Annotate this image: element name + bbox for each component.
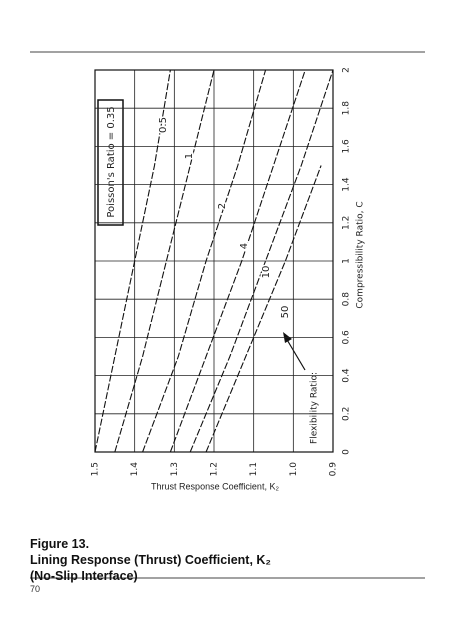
curve bbox=[205, 165, 322, 453]
curve bbox=[114, 69, 215, 453]
figure-caption: Lining Response (Thrust) Coefficient, K₂ bbox=[30, 553, 271, 567]
y-tick-label: 1.0 bbox=[289, 462, 299, 477]
x-tick-label: 0 bbox=[342, 449, 352, 455]
y-tick-label: 1.4 bbox=[130, 462, 140, 477]
series-label: 10 bbox=[261, 266, 272, 279]
x-tick-label: 1.2 bbox=[342, 216, 352, 230]
y-tick-label: 0.9 bbox=[329, 462, 339, 477]
arrow bbox=[285, 337, 306, 371]
legend-title: Flexibility Ratio: bbox=[310, 372, 320, 444]
annotation-box bbox=[97, 99, 124, 226]
curve bbox=[94, 69, 171, 453]
x-tick-label: 2 bbox=[342, 67, 352, 73]
y-tick-label: 1.1 bbox=[249, 462, 259, 476]
figure-caption: (No-Slip Interface) bbox=[30, 569, 138, 583]
x-tick-label: 0.6 bbox=[342, 330, 352, 345]
curve bbox=[142, 69, 267, 453]
x-tick-label: 1.4 bbox=[342, 177, 352, 192]
x-tick-label: 1.6 bbox=[342, 139, 352, 154]
x-tick-label: 0.4 bbox=[342, 368, 352, 383]
x-tick-label: 0.8 bbox=[342, 292, 352, 307]
page-number: 70 bbox=[30, 584, 41, 594]
x-axis-label: Compressibility Ratio, C bbox=[356, 201, 366, 308]
curve bbox=[189, 69, 334, 453]
series-label: 2 bbox=[217, 203, 228, 209]
x-tick-label: 0.2 bbox=[342, 407, 352, 421]
annotation: Poisson's Ratio = 0.35 bbox=[106, 106, 117, 217]
series-label: 50 bbox=[280, 306, 291, 319]
series-label: 1 bbox=[184, 153, 195, 159]
y-tick-label: 1.2 bbox=[210, 462, 220, 476]
y-tick-label: 1.5 bbox=[91, 462, 101, 476]
curve bbox=[169, 69, 306, 453]
figure-label: Figure 13. bbox=[30, 537, 90, 551]
series-label: 4 bbox=[239, 243, 250, 249]
x-tick-label: 1 bbox=[342, 258, 352, 264]
x-tick-label: 1.8 bbox=[342, 101, 352, 116]
y-tick-label: 1.3 bbox=[170, 462, 180, 476]
plot-frame bbox=[94, 69, 334, 453]
y-axis-label: Thrust Response Coefficient, K₂ bbox=[151, 481, 279, 491]
series-label: 0.5 bbox=[158, 117, 169, 133]
